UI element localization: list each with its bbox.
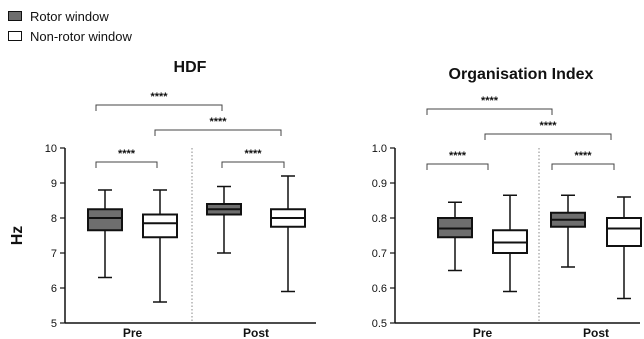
rotor-swatch [8,11,22,21]
legend-label-nonrotor: Non-rotor window [30,28,132,44]
significance-bracket [484,133,612,140]
significance-label: **** [118,148,136,160]
significance-label: **** [574,150,592,162]
significance-bracket [221,161,285,168]
y-tick-label: 0.5 [372,318,387,330]
significance-label: **** [481,95,499,107]
y-tick-label: 1.0 [372,143,387,155]
significance-label: **** [209,116,227,128]
chart-title: HDF [174,59,207,76]
y-tick-label: 10 [45,143,57,155]
x-group-label: Pre [473,326,493,339]
significance-bracket [426,163,489,170]
x-group-label: Post [583,326,609,339]
significance-label: **** [244,148,262,160]
y-tick-label: 0.9 [372,178,387,190]
chart-title: Organisation Index [449,66,594,83]
significance-label: **** [150,91,168,103]
y-tick-label: 7 [51,248,57,260]
nonrotor-swatch [8,31,22,41]
y-axis-label: Hz [9,226,26,246]
y-tick-label: 0.6 [372,283,387,295]
significance-label: **** [539,120,557,132]
box [142,213,178,239]
significance-bracket [95,161,158,168]
significance-label: **** [449,150,467,162]
box [606,217,642,247]
significance-bracket [551,163,615,170]
y-tick-label: 0.7 [372,248,387,260]
legend-label-rotor: Rotor window [30,8,109,24]
legend-item-rotor: Rotor window [8,6,132,26]
legend: Rotor window Non-rotor window [8,6,132,46]
y-tick-label: 8 [51,213,57,225]
y-tick-label: 0.8 [372,213,387,225]
y-tick-label: 5 [51,318,57,330]
y-tick-label: 9 [51,178,57,190]
significance-bracket [95,104,223,111]
x-group-label: Post [243,326,269,339]
y-tick-label: 6 [51,283,57,295]
significance-bracket [154,129,282,136]
legend-item-nonrotor: Non-rotor window [8,26,132,46]
significance-bracket [426,108,553,115]
box [87,208,123,232]
x-group-label: Pre [123,326,143,339]
